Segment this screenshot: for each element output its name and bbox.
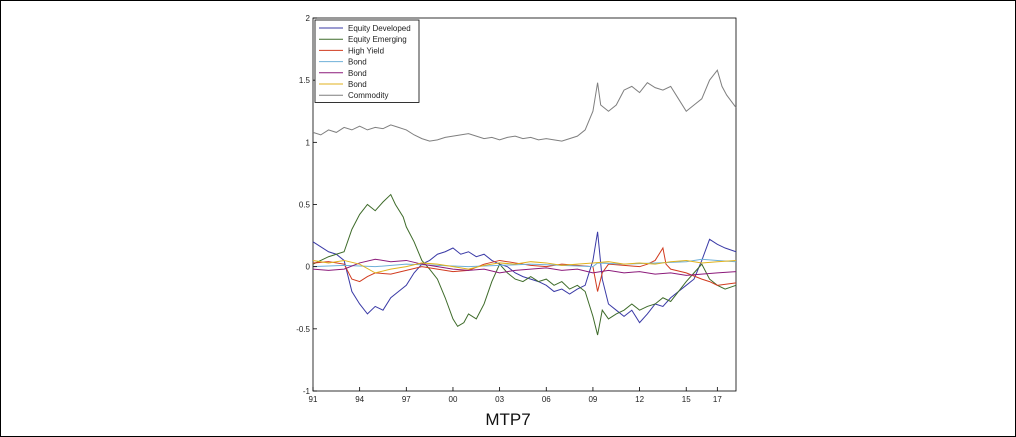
y-tick-label: -0.5	[296, 325, 310, 334]
x-tick-label: 15	[682, 395, 691, 404]
x-tick-label: 03	[495, 395, 504, 404]
axis-layer: 91 94 97 00 03 06 09 12 15 17 -1 -0.5 0 0.5 1 1.5 2	[296, 14, 722, 404]
figure-caption: MTP7	[485, 410, 531, 429]
legend-label: Bond	[348, 80, 367, 89]
y-tick-label: -1	[303, 387, 311, 396]
legend: Equity Developed Equity Emerging High Yiel…	[314, 19, 420, 103]
series-line-6	[312, 69, 737, 142]
y-tick-label: 1	[306, 138, 311, 147]
x-tick-label: 12	[635, 395, 644, 404]
x-tick-label: 91	[309, 395, 318, 404]
legend-label: Equity Developed	[348, 24, 411, 33]
y-tick-label: 0.5	[299, 201, 311, 210]
legend-label: Bond	[348, 69, 367, 78]
x-tick-label: 09	[588, 395, 597, 404]
series-line-0	[312, 231, 737, 324]
x-tick-label: 06	[542, 395, 551, 404]
x-tick-label: 17	[713, 395, 722, 404]
x-tick-label: 94	[355, 395, 364, 404]
y-tick-label: 1.5	[299, 76, 311, 85]
legend-label: Commodity	[348, 91, 388, 100]
series-layer	[312, 69, 737, 336]
series-line-1	[312, 193, 737, 336]
series-line-5	[312, 259, 737, 274]
legend-label: High Yield	[348, 46, 384, 55]
legend-label: Bond	[348, 58, 367, 67]
x-tick-label: 00	[449, 395, 458, 404]
legend-label: Equity Emerging	[348, 35, 407, 44]
y-tick-label: 0	[306, 263, 311, 272]
y-tick-label: 2	[306, 14, 311, 23]
x-tick-label: 97	[402, 395, 411, 404]
series-line-4	[312, 258, 737, 276]
